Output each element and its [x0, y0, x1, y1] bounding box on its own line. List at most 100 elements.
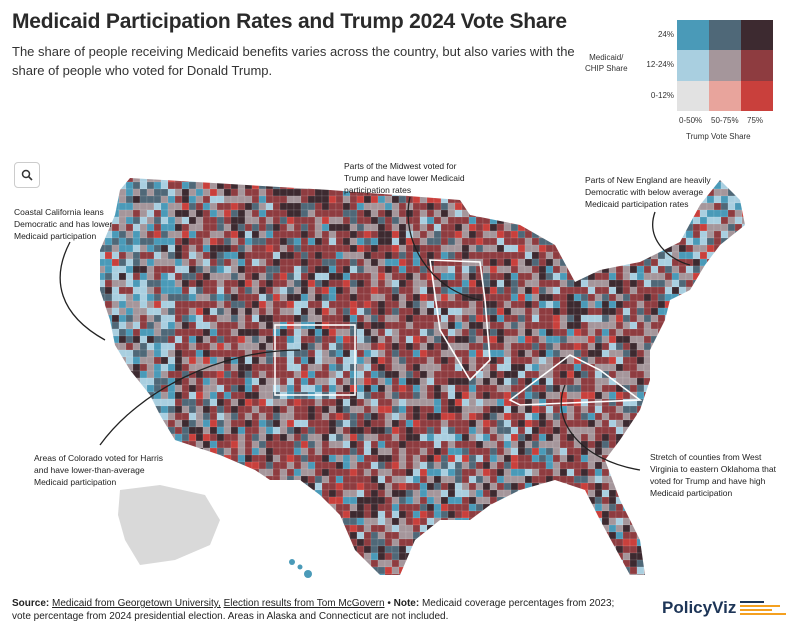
county-cell [398, 384, 407, 393]
county-cell [209, 244, 218, 253]
county-cell [237, 524, 246, 533]
county-cell [118, 370, 127, 379]
county-cell [692, 503, 701, 512]
county-cell [300, 489, 309, 498]
county-cell [265, 223, 274, 232]
county-cell [566, 482, 575, 491]
county-cell [279, 496, 288, 505]
county-cell [524, 181, 533, 190]
county-cell [230, 286, 239, 295]
county-cell [566, 195, 575, 204]
county-cell [692, 391, 701, 400]
county-cell [370, 230, 379, 239]
county-cell [230, 202, 239, 211]
county-cell [405, 258, 414, 267]
county-cell [181, 300, 190, 309]
county-cell [181, 412, 190, 421]
county-cell [300, 447, 309, 456]
county-cell [146, 440, 155, 449]
county-cell [657, 370, 666, 379]
county-cell [181, 398, 190, 407]
county-cell [349, 202, 358, 211]
county-cell [300, 314, 309, 323]
county-cell [195, 178, 204, 183]
county-cell [524, 475, 533, 484]
county-cell [202, 293, 211, 302]
county-cell [517, 440, 526, 449]
county-cell [545, 328, 554, 337]
county-cell [286, 279, 295, 288]
county-cell [468, 237, 477, 246]
county-cell [692, 510, 701, 519]
county-cell [370, 468, 379, 477]
county-cell [552, 426, 561, 435]
county-cell [356, 370, 365, 379]
county-cell [412, 468, 421, 477]
county-cell [146, 307, 155, 316]
county-cell [195, 251, 204, 260]
county-cell [279, 503, 288, 512]
county-cell [328, 265, 337, 274]
county-cell [727, 349, 736, 358]
county-cell [426, 321, 435, 330]
county-cell [118, 405, 127, 414]
county-cell [286, 398, 295, 407]
county-cell [300, 181, 309, 190]
county-cell [566, 461, 575, 470]
county-cell [440, 398, 449, 407]
county-cell [552, 524, 561, 533]
county-cell [153, 181, 162, 190]
county-cell [370, 426, 379, 435]
county-cell [307, 328, 316, 337]
county-cell [650, 328, 659, 337]
county-cell [622, 300, 631, 309]
county-cell [412, 496, 421, 505]
county-cell [272, 454, 281, 463]
county-cell [727, 342, 736, 351]
county-cell [321, 265, 330, 274]
county-cell [475, 517, 484, 526]
county-cell [538, 293, 547, 302]
county-cell [643, 216, 652, 225]
county-cell [258, 293, 267, 302]
county-cell [678, 223, 687, 232]
county-cell [209, 188, 218, 197]
county-cell [496, 230, 505, 239]
county-cell [678, 433, 687, 442]
county-cell [629, 496, 638, 505]
county-cell [587, 517, 596, 526]
county-cell [370, 328, 379, 337]
county-cell [587, 328, 596, 337]
county-cell [244, 279, 253, 288]
county-cell [363, 496, 372, 505]
county-cell [412, 321, 421, 330]
county-cell [489, 440, 498, 449]
county-cell [188, 384, 197, 393]
county-cell [181, 328, 190, 337]
county-cell [749, 427, 756, 434]
county-cell [580, 370, 589, 379]
county-cell [664, 419, 673, 428]
county-cell [160, 398, 169, 407]
county-cell [734, 412, 743, 421]
county-cell [615, 223, 624, 232]
county-cell [111, 384, 120, 393]
county-cell [741, 419, 745, 428]
county-cell [153, 328, 162, 337]
county-cell [650, 370, 659, 379]
county-cell [713, 209, 722, 218]
county-cell [237, 328, 246, 337]
county-cell [447, 202, 456, 211]
county-cell [657, 503, 666, 512]
county-cell [734, 258, 743, 267]
county-cell [461, 426, 470, 435]
county-cell [699, 398, 708, 407]
county-cell [251, 293, 260, 302]
county-cell [489, 307, 498, 316]
county-cell [496, 426, 505, 435]
county-cell [195, 202, 204, 211]
county-cell [328, 300, 337, 309]
us-county-map[interactable] [0, 150, 794, 600]
county-cell [587, 286, 596, 295]
county-cell [314, 314, 323, 323]
